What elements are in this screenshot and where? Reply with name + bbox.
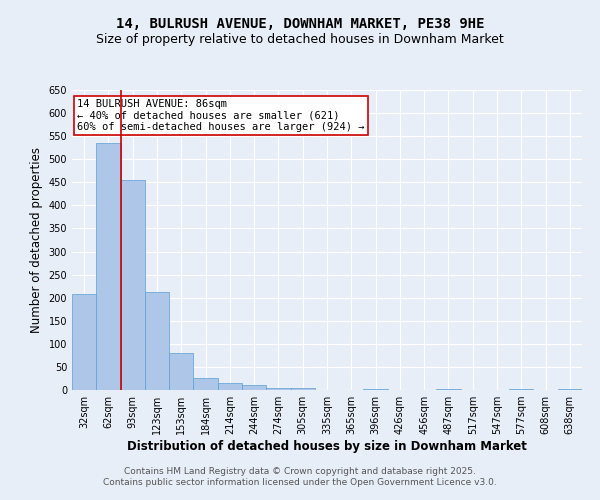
Bar <box>242 386 266 390</box>
Bar <box>266 388 290 390</box>
Bar <box>169 353 193 390</box>
Bar <box>96 143 121 390</box>
Text: Contains public sector information licensed under the Open Government Licence v3: Contains public sector information licen… <box>103 478 497 487</box>
X-axis label: Distribution of detached houses by size in Downham Market: Distribution of detached houses by size … <box>127 440 527 453</box>
Bar <box>72 294 96 390</box>
Bar <box>145 292 169 390</box>
Bar <box>364 389 388 390</box>
Bar <box>290 388 315 390</box>
Text: Contains HM Land Registry data © Crown copyright and database right 2025.: Contains HM Land Registry data © Crown c… <box>124 467 476 476</box>
Bar <box>509 389 533 390</box>
Bar <box>193 378 218 390</box>
Bar <box>121 180 145 390</box>
Text: 14 BULRUSH AVENUE: 86sqm
← 40% of detached houses are smaller (621)
60% of semi-: 14 BULRUSH AVENUE: 86sqm ← 40% of detach… <box>77 99 365 132</box>
Text: 14, BULRUSH AVENUE, DOWNHAM MARKET, PE38 9HE: 14, BULRUSH AVENUE, DOWNHAM MARKET, PE38… <box>116 18 484 32</box>
Bar <box>558 388 582 390</box>
Bar <box>436 389 461 390</box>
Bar <box>218 383 242 390</box>
Text: Size of property relative to detached houses in Downham Market: Size of property relative to detached ho… <box>96 32 504 46</box>
Y-axis label: Number of detached properties: Number of detached properties <box>30 147 43 333</box>
